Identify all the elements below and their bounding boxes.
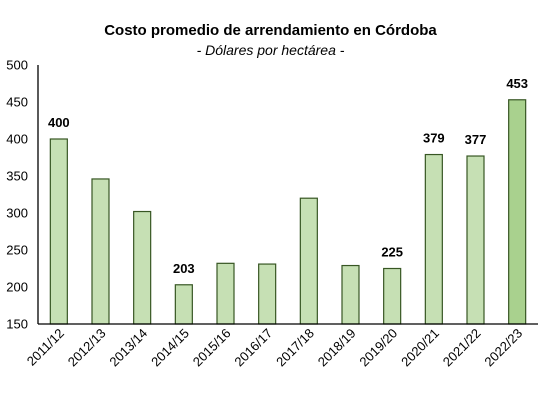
x-tick-label: 2014/15 [148,326,192,370]
x-tick-label: 2019/20 [356,326,400,370]
x-tick-label: 2015/16 [190,326,234,370]
bar-2020-21 [424,153,443,325]
x-tick-label: 2017/18 [273,326,317,370]
x-tick-label: 2013/14 [106,326,150,370]
x-tick-label: 2016/17 [231,326,275,370]
x-tick-label: 2022/23 [481,326,525,370]
x-tick-label: 2011/12 [24,326,67,369]
bar-2011-12 [49,138,68,325]
y-tick-label: 350 [6,169,28,184]
data-label: 379 [423,131,445,146]
chart-subtitle: - Dólares por hectárea - [196,42,345,58]
bar-2016-17 [258,263,277,325]
y-tick-label: 300 [6,206,28,221]
bar-2015-16 [216,262,235,325]
bar-2022-23 [508,99,527,325]
y-tick-label: 400 [6,132,28,147]
chart-title: Costo promedio de arrendamiento en Córdo… [104,22,437,39]
y-tick-label: 450 [6,95,28,110]
y-tick-label: 200 [6,280,28,295]
y-tick-label: 150 [6,317,28,332]
x-tick-label: 2018/19 [315,326,359,370]
bar-2014-15 [174,284,193,325]
y-tick-label: 500 [6,58,28,73]
bar-2018-19 [341,264,360,325]
x-tick-label: 2020/21 [398,326,442,370]
data-label: 225 [381,245,403,260]
data-label: 203 [173,261,195,276]
bar-2019-20 [383,267,402,325]
data-label: 377 [465,132,487,147]
x-tick-label: 2012/13 [65,326,109,370]
data-label: 400 [48,115,70,130]
bar-2017-18 [299,197,318,325]
bar-2021-22 [466,155,485,325]
bar-2013-14 [133,210,152,325]
bar-2012-13 [91,178,110,325]
x-tick-label: 2021/22 [440,326,484,370]
data-label: 453 [506,76,528,91]
y-tick-label: 250 [6,243,28,258]
